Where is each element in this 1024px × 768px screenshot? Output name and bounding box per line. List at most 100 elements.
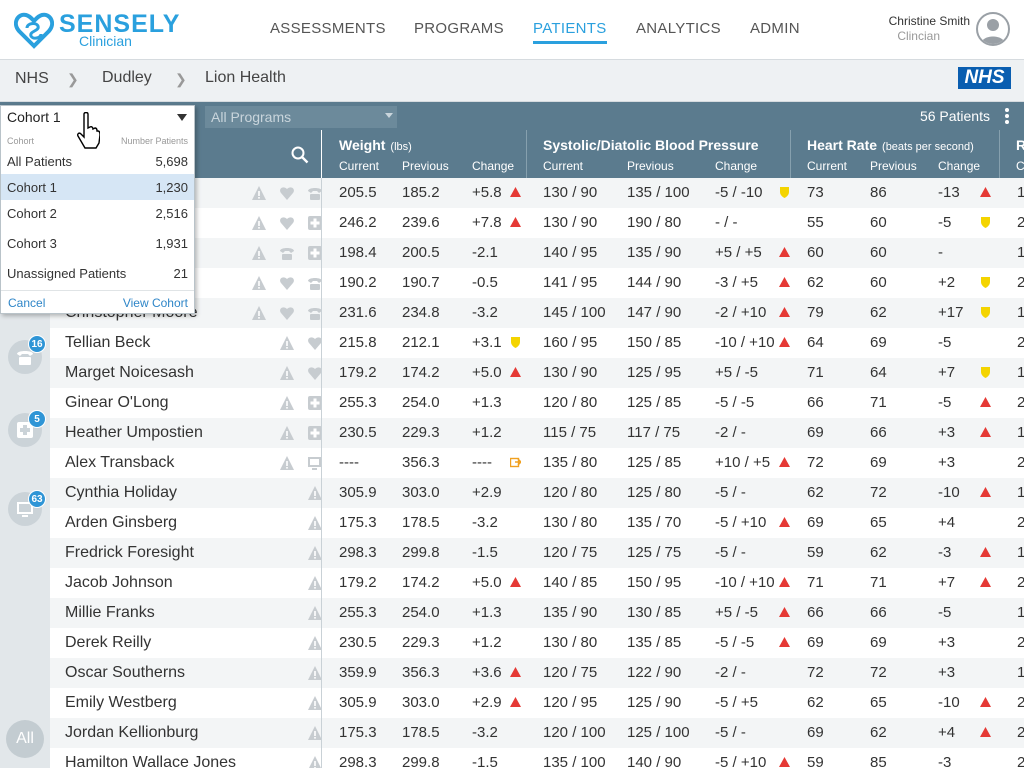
- warning-icon[interactable]: [307, 665, 323, 681]
- table-row[interactable]: 246.2 239.6 +7.8 130 / 90 190 / 80 - / - 55 60…: [50, 208, 1024, 238]
- patient-name[interactable]: Millie Franks: [65, 604, 155, 621]
- table-row[interactable]: Oscar Southerns 359.9 356.3 +3.6 120 / 75 122…: [50, 658, 1024, 688]
- warning-icon[interactable]: [251, 305, 267, 321]
- patient-name[interactable]: Hamilton Wallace Jones: [65, 754, 237, 768]
- nav-admin[interactable]: ADMIN: [750, 20, 800, 37]
- warning-icon[interactable]: [279, 425, 295, 441]
- heart-icon[interactable]: [279, 275, 295, 291]
- warning-icon[interactable]: [279, 395, 295, 411]
- warning-icon[interactable]: [307, 485, 323, 501]
- nav-patients[interactable]: PATIENTS: [533, 20, 607, 44]
- sidebar-all-button[interactable]: All: [6, 720, 44, 758]
- warning-icon[interactable]: [307, 575, 323, 591]
- patient-name[interactable]: Fredrick Foresight: [65, 544, 194, 561]
- search-icon[interactable]: [291, 146, 309, 164]
- warning-icon[interactable]: [279, 335, 295, 351]
- phone-icon[interactable]: [279, 245, 295, 261]
- phone-icon[interactable]: [307, 305, 323, 321]
- patient-name[interactable]: Arden Ginsberg: [65, 514, 178, 531]
- medical-cross-icon[interactable]: [307, 395, 323, 411]
- medical-cross-icon[interactable]: [307, 425, 323, 441]
- heart-icon[interactable]: [279, 215, 295, 231]
- table-row[interactable]: Fredrick Foresight 298.3 299.8 -1.5 120 / 75…: [50, 538, 1024, 568]
- column-divider: [321, 418, 322, 448]
- table-row[interactable]: Emily Westberg 305.9 303.0 +2.9 120 / 95 125 …: [50, 688, 1024, 718]
- table-row[interactable]: Millie Franks 255.3 254.0 +1.3 135 / 90 130 /…: [50, 598, 1024, 628]
- table-row[interactable]: Cynthia Holiday 305.9 303.0 +2.9 120 / 80 125…: [50, 478, 1024, 508]
- heart-icon[interactable]: [279, 185, 295, 201]
- avatar[interactable]: [976, 12, 1010, 46]
- nav-analytics[interactable]: ANALYTICS: [636, 20, 721, 37]
- warning-icon[interactable]: [307, 695, 323, 711]
- next-column-value: 2: [1017, 634, 1024, 651]
- cohort-option-all-patients[interactable]: All Patients 5,698: [7, 154, 188, 169]
- nav-assessments[interactable]: ASSESSMENTS: [270, 20, 386, 37]
- patient-name[interactable]: Marget Noicesash: [65, 364, 194, 381]
- warning-icon[interactable]: [279, 455, 295, 471]
- patient-name[interactable]: Jordan Kellionburg: [65, 724, 199, 741]
- table-row[interactable]: 205.5 185.2 +5.8 130 / 90 135 / 100 -5 / -10 7…: [50, 178, 1024, 208]
- sidebar-cross-button[interactable]: [8, 413, 42, 447]
- table-row[interactable]: Hamilton Wallace Jones 298.3 299.8 -1.5 135 …: [50, 748, 1024, 768]
- bp-change: +5 / +5: [715, 244, 762, 261]
- cohort-option-cohort-1[interactable]: Cohort 1 1,230: [1, 174, 194, 200]
- table-row[interactable]: 198.4 200.5 -2.1 140 / 95 135 / 90 +5 / +5 60 6…: [50, 238, 1024, 268]
- patient-name[interactable]: Emily Westberg: [65, 694, 177, 711]
- warning-icon[interactable]: [251, 245, 267, 261]
- patient-name[interactable]: Jacob Johnson: [65, 574, 173, 591]
- hr-previous: 72: [870, 484, 887, 501]
- warning-icon[interactable]: [279, 365, 295, 381]
- table-row[interactable]: 190.2 190.7 -0.5 141 / 95 144 / 90 -3 / +5 62 6…: [50, 268, 1024, 298]
- cancel-button[interactable]: Cancel: [8, 296, 46, 310]
- view-cohort-button[interactable]: View Cohort: [122, 296, 188, 310]
- breadcrumb-dudley[interactable]: Dudley: [102, 69, 152, 86]
- heart-icon[interactable]: [279, 305, 295, 321]
- breadcrumb-lion-health[interactable]: Lion Health: [205, 69, 286, 86]
- more-options-icon[interactable]: [1004, 107, 1010, 125]
- table-row[interactable]: Jordan Kellionburg 175.3 178.5 -3.2 120 / 10…: [50, 718, 1024, 748]
- patient-name[interactable]: Tellian Beck: [65, 334, 151, 351]
- heart-icon[interactable]: [307, 335, 323, 351]
- patient-name[interactable]: Alex Transback: [65, 454, 175, 471]
- programs-select[interactable]: All Programs: [205, 106, 397, 128]
- warning-icon[interactable]: [251, 275, 267, 291]
- patient-name[interactable]: Oscar Southerns: [65, 664, 186, 681]
- weight-change: +5.0: [472, 574, 502, 591]
- patient-name[interactable]: Cynthia Holiday: [65, 484, 178, 501]
- table-row[interactable]: Alex Transback ---- 356.3 ---- 135 / 80 125 /…: [50, 448, 1024, 478]
- warning-icon[interactable]: [251, 215, 267, 231]
- phone-icon[interactable]: [307, 185, 323, 201]
- medical-cross-icon[interactable]: [307, 215, 323, 231]
- table-row[interactable]: Tellian Beck 215.8 212.1 +3.1 160 / 95 150 / …: [50, 328, 1024, 358]
- table-row[interactable]: Ginear O'Long 255.3 254.0 +1.3 120 / 80 125 /…: [50, 388, 1024, 418]
- monitor-icon[interactable]: [307, 455, 323, 471]
- table-row[interactable]: Derek Reilly 230.5 229.3 +1.2 130 / 80 135 / …: [50, 628, 1024, 658]
- patient-name[interactable]: Ginear O'Long: [65, 394, 169, 411]
- cohort-option-cohort-2[interactable]: Cohort 2 2,516: [7, 206, 188, 221]
- warning-icon[interactable]: [307, 515, 323, 531]
- patient-name[interactable]: Derek Reilly: [65, 634, 152, 651]
- cohort-select[interactable]: Cohort 1: [1, 106, 194, 128]
- table-row[interactable]: Marget Noicesash 179.2 174.2 +5.0 130 / 90 12…: [50, 358, 1024, 388]
- bp-change: -5 / +10: [715, 514, 767, 531]
- medical-cross-icon[interactable]: [307, 245, 323, 261]
- patient-name[interactable]: Heather Umpostien: [65, 424, 203, 441]
- warning-icon[interactable]: [307, 545, 323, 561]
- cohort-option-unassigned[interactable]: Unassigned Patients 21: [7, 266, 188, 281]
- yellow-alert-hr-icon: [981, 217, 990, 228]
- breadcrumb-nhs[interactable]: NHS: [15, 70, 49, 87]
- warning-icon[interactable]: [307, 605, 323, 621]
- heart-icon[interactable]: [307, 365, 323, 381]
- table-row[interactable]: Heather Umpostien 230.5 229.3 +1.2 115 / 75 1…: [50, 418, 1024, 448]
- warning-icon[interactable]: [307, 635, 323, 651]
- warning-icon[interactable]: [251, 185, 267, 201]
- table-row[interactable]: Jacob Johnson 179.2 174.2 +5.0 140 / 85 150 /…: [50, 568, 1024, 598]
- cohort-option-cohort-3[interactable]: Cohort 3 1,931: [7, 236, 188, 251]
- next-column-value: 2: [1017, 334, 1024, 351]
- phone-icon[interactable]: [307, 275, 323, 291]
- warning-icon[interactable]: [307, 725, 323, 741]
- nav-programs[interactable]: PROGRAMS: [414, 20, 504, 37]
- table-row[interactable]: Arden Ginsberg 175.3 178.5 -3.2 130 / 80 135 …: [50, 508, 1024, 538]
- bp-current: 120 / 80: [543, 394, 598, 411]
